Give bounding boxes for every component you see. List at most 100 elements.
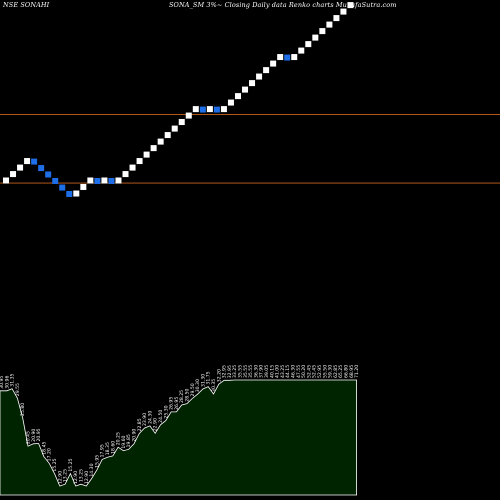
renko-brick xyxy=(340,8,347,15)
price-label: 33.25 xyxy=(232,365,238,378)
price-label: 32.20 xyxy=(216,369,222,382)
price-label: 12.90 xyxy=(57,471,63,484)
renko-brick xyxy=(277,54,284,61)
price-label: 20.45 xyxy=(26,431,32,444)
renko-brick xyxy=(94,177,101,184)
price-label: 32.95 xyxy=(222,365,228,378)
price-label: 39.05 xyxy=(264,365,270,378)
price-label: 23.90 xyxy=(142,413,148,426)
price-label: 15.25 xyxy=(68,458,74,471)
reference-lines-layer xyxy=(0,113,500,184)
price-label: 59.30 xyxy=(328,365,334,378)
renko-brick xyxy=(256,73,263,80)
price-label: 35.55 xyxy=(238,365,244,378)
price-label: 36.30 xyxy=(253,365,259,378)
renko-brick xyxy=(270,60,277,67)
renko-brick xyxy=(206,106,213,113)
price-label: 65.25 xyxy=(338,365,344,378)
price-label: 52.95 xyxy=(317,365,323,378)
price-label: 41.00 xyxy=(275,365,281,378)
price-label: 30.35 xyxy=(211,379,217,392)
price-label: 47.55 xyxy=(296,365,302,378)
renko-brick xyxy=(185,112,192,119)
renko-brick xyxy=(38,165,45,172)
price-label: 31.35 xyxy=(10,373,16,386)
price-label: 37.90 xyxy=(259,365,265,378)
renko-brick xyxy=(284,54,291,61)
price-label: 18.35 xyxy=(105,442,111,455)
price-label: 18.60 xyxy=(110,441,116,454)
price-profile-area xyxy=(0,379,357,496)
renko-brick xyxy=(101,177,108,184)
price-label: 26.95 xyxy=(174,397,180,410)
price-label: 20.90 xyxy=(31,429,37,442)
price-label: 35.55 xyxy=(248,365,254,378)
renko-brick xyxy=(249,80,256,87)
price-label: 22.85 xyxy=(137,418,143,431)
price-label: 28.50 xyxy=(185,389,191,402)
price-label: 29.55 xyxy=(15,383,21,396)
renko-brick xyxy=(45,171,52,178)
price-label: 40.15 xyxy=(269,365,275,378)
renko-brick xyxy=(73,190,80,197)
price-label: 28.25 xyxy=(179,390,185,403)
renko-brick xyxy=(115,177,122,184)
renko-brick xyxy=(150,145,157,152)
price-label: 30.95 xyxy=(0,376,5,389)
price-label: 24.30 xyxy=(147,411,153,424)
price-label: 20.25 xyxy=(116,432,122,445)
price-label: 31.30 xyxy=(200,374,206,387)
price-label: 20.90 xyxy=(132,429,138,442)
price-label: 43.25 xyxy=(280,365,286,378)
price-label: 68.95 xyxy=(349,365,355,378)
price-label: 12.90 xyxy=(84,471,90,484)
price-label: 46.30 xyxy=(291,365,297,378)
price-label: 19.60 xyxy=(121,435,127,448)
renko-brick xyxy=(199,106,206,113)
renko-brick xyxy=(24,158,31,165)
price-label: 20.95 xyxy=(36,428,42,441)
renko-brick xyxy=(220,106,227,113)
renko-brick xyxy=(263,67,270,74)
renko-brick xyxy=(312,34,319,41)
renko-brick xyxy=(291,54,298,61)
renko-brick xyxy=(333,15,340,22)
renko-brick xyxy=(234,93,241,100)
renko-brick xyxy=(305,41,312,48)
renko-brick xyxy=(157,138,164,145)
price-label: 12.90 xyxy=(73,471,79,484)
renko-brick xyxy=(298,47,305,54)
renko-brick xyxy=(80,183,87,190)
price-label: 17.95 xyxy=(100,444,106,457)
renko-brick xyxy=(171,125,178,132)
volume-area-layer xyxy=(0,379,357,496)
price-label: 18.45 xyxy=(41,442,47,455)
renko-brick xyxy=(178,119,185,126)
price-label: 71.20 xyxy=(354,365,360,378)
renko-brick xyxy=(136,158,143,165)
renko-brick xyxy=(31,158,38,165)
renko-brick xyxy=(242,86,249,93)
renko-brick xyxy=(66,190,73,197)
price-label: 52.45 xyxy=(306,365,312,378)
price-label: 55.50 xyxy=(322,365,328,378)
renko-brick xyxy=(319,28,326,35)
chart-description-label: SONA_SM 3%~ Closing Daily data Renko cha… xyxy=(169,1,397,9)
price-label: 26.95 xyxy=(169,397,175,410)
price-label: 25.30 xyxy=(163,405,169,418)
price-label: 50.20 xyxy=(301,365,307,378)
renko-brick xyxy=(227,99,234,106)
price-label: 31.75 xyxy=(206,371,212,384)
renko-brick xyxy=(122,171,129,178)
renko-brick xyxy=(213,106,220,113)
price-label: 15.95 xyxy=(94,455,100,468)
price-label: 19.85 xyxy=(126,434,132,447)
renko-bricks-layer xyxy=(3,2,354,197)
renko-brick xyxy=(87,177,94,184)
price-label: 52.45 xyxy=(312,365,318,378)
price-label: 29.50 xyxy=(190,383,196,396)
renko-brick xyxy=(347,2,354,9)
price-label: 13.25 xyxy=(63,469,69,482)
price-label: 13.25 xyxy=(79,469,85,482)
